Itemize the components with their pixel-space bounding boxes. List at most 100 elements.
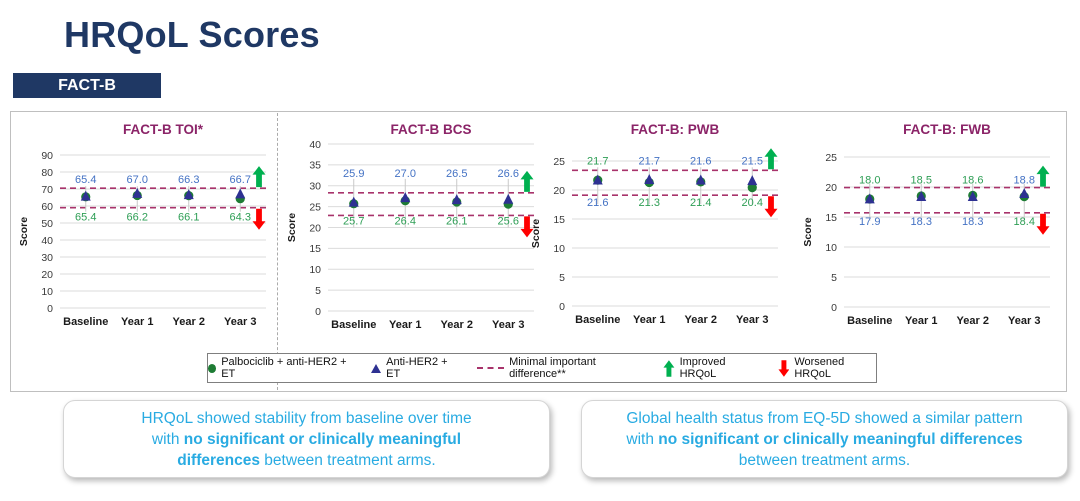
vertical-dashed-separator [277,113,278,390]
svg-text:21.6: 21.6 [690,155,711,167]
svg-text:17.9: 17.9 [859,216,880,228]
svg-text:21.3: 21.3 [639,197,660,209]
svg-text:Year 3: Year 3 [224,316,256,328]
chart-fact-b-bcs: 0 5 10 15 20 25 30 35 40 FACT-B BCS Score Baseline Y… [284,117,540,357]
svg-text:0: 0 [831,302,837,314]
svg-text:Year 2: Year 2 [441,319,473,331]
svg-text:FACT-B: FWB: FACT-B: FWB [903,122,991,137]
fact-b-tag: FACT-B [13,73,161,98]
svg-text:66.7: 66.7 [230,174,251,186]
legend-item-arrow-up: Improved HRQoL [663,356,758,380]
svg-text:20: 20 [309,222,321,234]
svg-text:18.6: 18.6 [962,175,983,187]
svg-text:5: 5 [559,272,565,284]
callout-line: between treatment arms. [738,452,911,469]
svg-text:Score: Score [802,217,814,246]
svg-text:Baseline: Baseline [847,315,892,327]
svg-text:10: 10 [309,264,321,276]
legend-label: Improved HRQoL [679,356,726,380]
chart-fact-b-fwb: 0 5 10 15 20 25 FACT-B: FWB Score Baseline Year 1… [800,117,1056,357]
svg-text:FACT-B: PWB: FACT-B: PWB [631,122,720,137]
svg-text:25: 25 [825,152,837,164]
svg-text:Year 2: Year 2 [957,315,989,327]
palbociclib-dot-icon [208,363,217,373]
svg-text:Year 3: Year 3 [1008,315,1040,327]
svg-text:66.3: 66.3 [178,174,199,186]
svg-text:90: 90 [41,150,53,162]
legend-label: Minimal important difference** [509,356,596,380]
legend-item-dashed: Minimal important difference** [476,356,643,380]
callout-line: Global health status from EQ-5D showed a… [626,410,1023,427]
svg-text:67.0: 67.0 [127,174,148,186]
svg-text:66.1: 66.1 [178,212,199,224]
svg-text:65.4: 65.4 [75,174,96,186]
svg-text:0: 0 [559,301,565,313]
svg-text:Year 3: Year 3 [492,319,524,331]
fact-b-tag-label: FACT-B [58,76,116,94]
svg-text:Year 1: Year 1 [121,316,153,328]
mid-dashed-line-icon [476,367,505,369]
chart-canvas: 0 5 10 15 20 25 FACT-B: FWB Score Baseline Year 1… [802,122,1050,327]
svg-text:FACT-B BCS: FACT-B BCS [391,122,472,137]
svg-text:20.4: 20.4 [742,197,763,209]
chart-canvas: 0 10 20 30 40 50 60 70 80 90 FACT-B TOI* Score Basel… [18,122,266,328]
svg-text:15: 15 [553,214,565,226]
svg-text:40: 40 [309,139,321,151]
svg-text:25.9: 25.9 [343,168,364,180]
svg-text:40: 40 [41,235,53,247]
charts-panel [10,111,1067,392]
svg-text:Score: Score [530,219,542,248]
svg-text:27.0: 27.0 [395,168,416,180]
svg-text:30: 30 [309,181,321,193]
chart-canvas: 0 5 10 15 20 25 30 35 40 FACT-B BCS Score Baseline Y… [286,122,534,331]
callout-line: with no significant or clinically meanin… [151,431,462,448]
legend-item-triangle: Anti-HER2 + ET [371,356,457,380]
svg-text:Score: Score [18,217,30,246]
svg-text:Year 3: Year 3 [736,314,768,326]
svg-text:18.4: 18.4 [1014,216,1035,228]
svg-text:64.3: 64.3 [230,212,251,224]
callout-eq5d-pattern: Global health status from EQ-5D showed a… [581,400,1068,478]
svg-text:25: 25 [553,156,565,168]
svg-text:21.7: 21.7 [639,155,660,167]
svg-text:65.4: 65.4 [75,212,96,224]
svg-text:50: 50 [41,218,53,230]
svg-text:18.5: 18.5 [911,175,932,187]
svg-text:18.8: 18.8 [1014,175,1035,187]
page-title: HRQoL Scores [64,14,320,55]
svg-text:80: 80 [41,167,53,179]
svg-text:21.5: 21.5 [742,155,763,167]
svg-text:25.7: 25.7 [343,215,364,227]
svg-text:26.5: 26.5 [446,168,467,180]
svg-text:Baseline: Baseline [63,316,108,328]
svg-text:35: 35 [309,160,321,172]
callout-line: differences between treatment arms. [177,452,436,469]
svg-text:70: 70 [41,184,53,196]
svg-text:5: 5 [315,285,321,297]
chart-fact-b-pwb: 0 5 10 15 20 25 FACT-B: PWB Score Baseline Year 1… [528,117,784,357]
svg-text:26.6: 26.6 [498,168,519,180]
chart-legend: Palbociclib + anti-HER2 + ET Anti-HER2 + … [207,353,877,383]
svg-text:60: 60 [41,201,53,213]
svg-text:20: 20 [41,269,53,281]
legend-label: Palbociclib + anti-HER2 + ET [221,356,347,380]
legend-item-circle: Palbociclib + anti-HER2 + ET [208,356,351,380]
anti-her2-triangle-icon [371,363,382,373]
svg-text:18.0: 18.0 [859,175,880,187]
svg-text:Year 2: Year 2 [173,316,205,328]
svg-text:Year 2: Year 2 [685,314,717,326]
svg-text:18.3: 18.3 [911,216,932,228]
svg-text:26.1: 26.1 [446,215,467,227]
callout-line: HRQoL showed stability from baseline ove… [141,410,472,427]
svg-text:15: 15 [309,243,321,255]
svg-text:10: 10 [553,243,565,255]
svg-text:0: 0 [315,306,321,318]
legend-label: Worsened HRQoL [794,356,845,380]
improved-arrow-up-icon [663,359,675,377]
svg-text:Year 1: Year 1 [633,314,665,326]
legend-label: Anti-HER2 + ET [386,356,448,380]
svg-text:25: 25 [309,201,321,213]
svg-text:Year 1: Year 1 [905,315,937,327]
legend-item-arrow-down: Worsened HRQoL [777,356,876,380]
